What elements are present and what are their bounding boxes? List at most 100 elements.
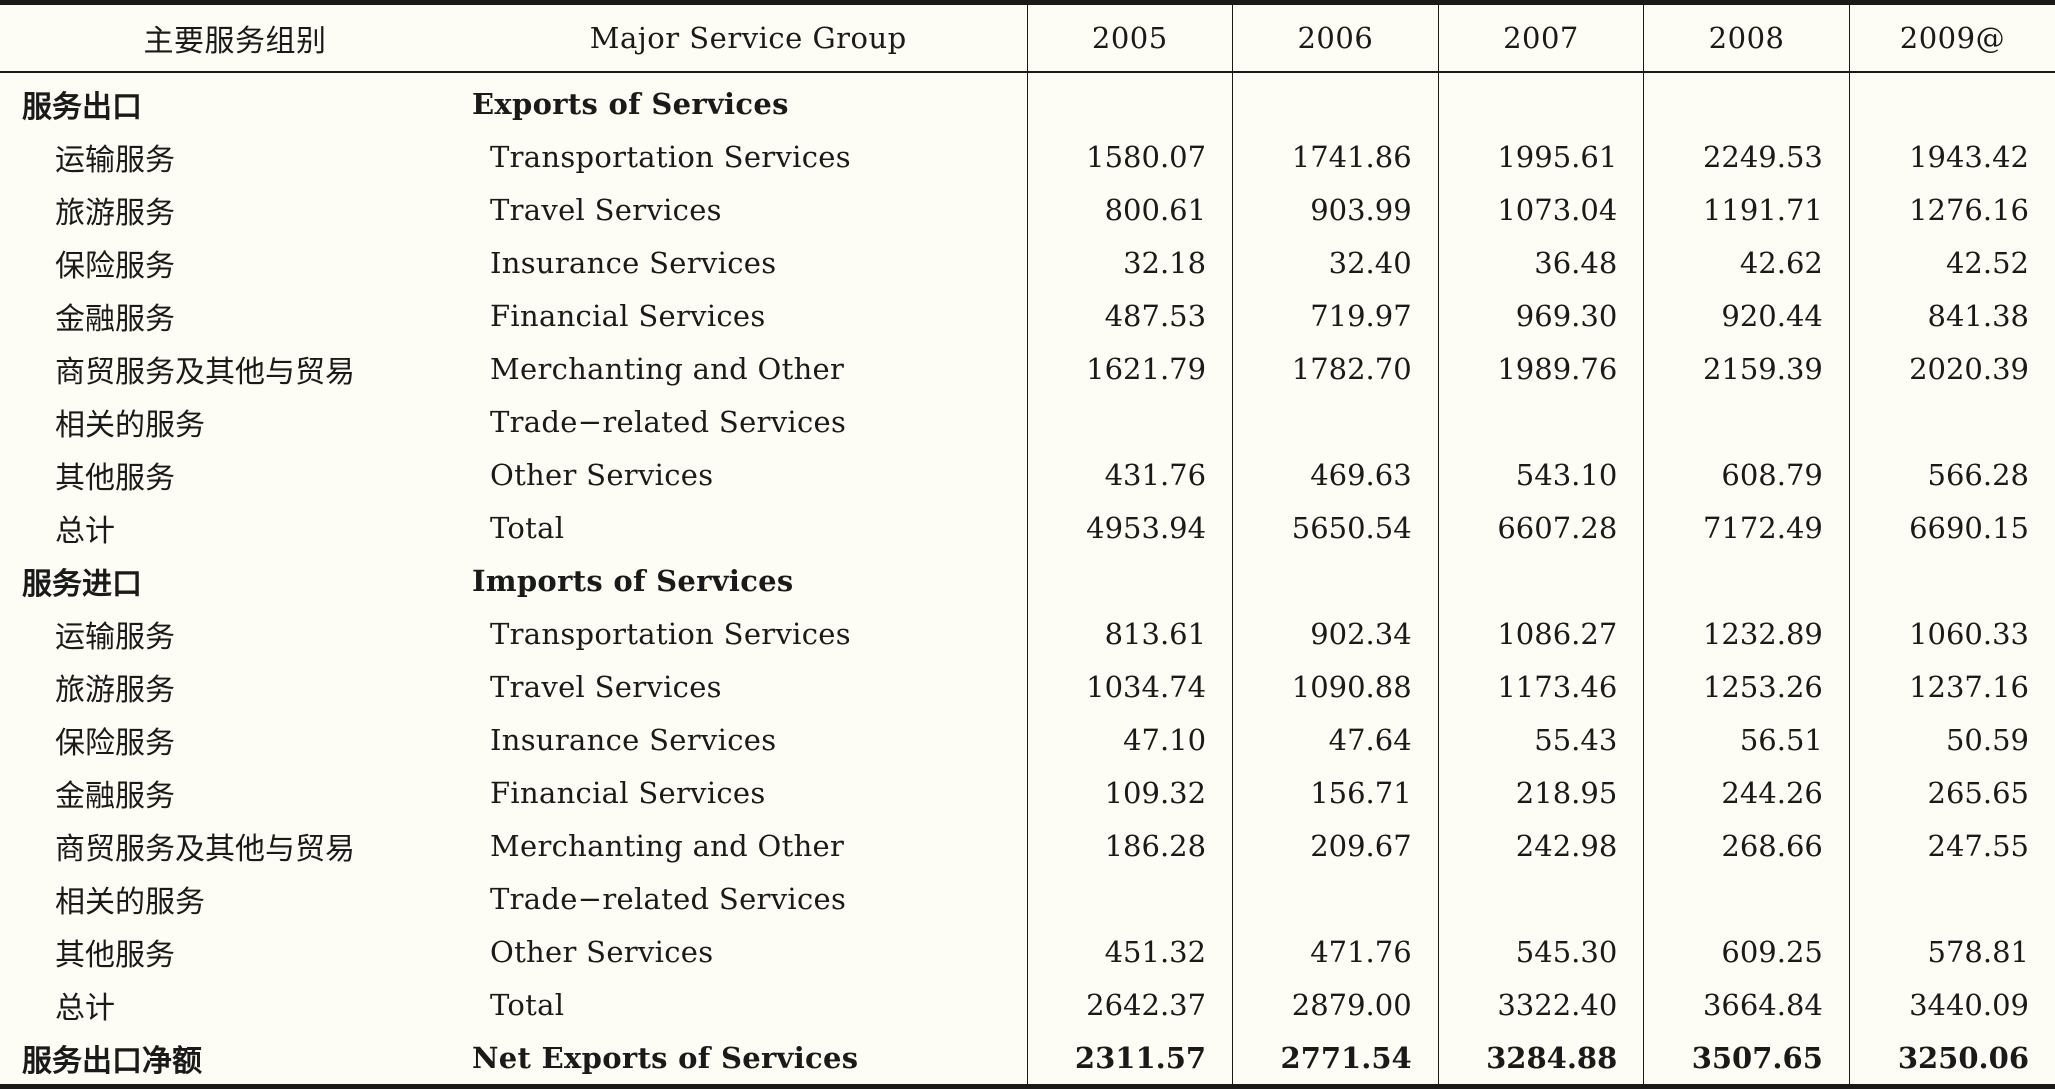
value-cell-2007 (1437, 554, 1644, 607)
row-chinese-label: 金融服务 (55, 778, 175, 814)
value-cell-2009: 247.55 (1848, 819, 2055, 872)
header-year-2006: 2006 (1232, 2, 1439, 73)
value-cell-2005: 47.10 (1026, 713, 1233, 766)
row-english-label: Insurance Services (490, 245, 777, 280)
row-english-label: Net Exports of Services (472, 1040, 859, 1075)
row-english-label: Imports of Services (472, 563, 794, 598)
value-cell-2009: 42.52 (1848, 236, 2055, 289)
value-cell-2007: 1995.61 (1437, 130, 1644, 183)
value-cell-2005: 4953.94 (1026, 501, 1233, 554)
table-row: 商贸服务及其他与贸易 Merchanting and Other 186.28 209… (0, 819, 2055, 872)
value-cell-2008: 42.62 (1643, 236, 1850, 289)
value-cell-2007: 242.98 (1437, 819, 1644, 872)
value-cell-2008 (1643, 872, 1850, 925)
value-cell-2005: 813.61 (1026, 607, 1233, 660)
row-english-label: Transportation Services (490, 139, 851, 174)
value-cell-2006 (1232, 72, 1439, 130)
table-row: 运输服务 Transportation Services 813.61 902.34 1… (0, 607, 2055, 660)
value-cell-2009 (1848, 72, 2055, 130)
value-cell-2009: 6690.15 (1848, 501, 2055, 554)
table-row: 金融服务 Financial Services 487.53 719.97 969.30… (0, 289, 2055, 342)
value-cell-2008: 56.51 (1643, 713, 1850, 766)
value-cell-2006 (1232, 872, 1439, 925)
header-chinese-label: 主要服务组别 (0, 2, 470, 73)
value-cell-2007: 1073.04 (1437, 183, 1644, 236)
value-cell-2005: 109.32 (1026, 766, 1233, 819)
row-chinese-label: 旅游服务 (55, 195, 175, 231)
table-row: 旅游服务 Travel Services 800.61 903.99 1073.04 11… (0, 183, 2055, 236)
row-english-label: Trade−related Services (490, 881, 847, 916)
row-english-label: Total (490, 510, 565, 545)
value-cell-2008 (1643, 395, 1850, 448)
value-cell-2009 (1848, 554, 2055, 607)
row-chinese-label: 运输服务 (55, 142, 175, 178)
value-cell-2006: 47.64 (1232, 713, 1439, 766)
value-cell-2006: 1090.88 (1232, 660, 1439, 713)
row-english-label: Exports of Services (472, 86, 789, 121)
value-cell-2009: 1060.33 (1848, 607, 2055, 660)
value-cell-2009 (1848, 395, 2055, 448)
value-cell-2008: 2249.53 (1643, 130, 1850, 183)
value-cell-2005 (1026, 72, 1233, 130)
row-chinese-label: 商贸服务及其他与贸易 (55, 831, 355, 867)
table-row: 保险服务 Insurance Services 47.10 47.64 55.43 56.… (0, 713, 2055, 766)
value-cell-2009: 1237.16 (1848, 660, 2055, 713)
header-year-2008: 2008 (1643, 2, 1850, 73)
value-cell-2007: 969.30 (1437, 289, 1644, 342)
table-row: 商贸服务及其他与贸易 Merchanting and Other 1621.79 17… (0, 342, 2055, 395)
row-english-label: Other Services (490, 457, 714, 492)
table-header: 主要服务组别 Major Service Group 2005 2006 200… (0, 2, 2055, 73)
value-cell-2005: 1621.79 (1026, 342, 1233, 395)
row-chinese-label: 相关的服务 (55, 884, 205, 920)
section-row: 服务出口 Exports of Services (0, 72, 2055, 130)
value-cell-2007: 3322.40 (1437, 978, 1644, 1031)
header-year-2007: 2007 (1437, 2, 1644, 73)
value-cell-2007: 543.10 (1437, 448, 1644, 501)
row-english-label: Total (490, 987, 565, 1022)
table-row: 总计 Total 2642.37 2879.00 3322.40 3664.84 3440.… (0, 978, 2055, 1031)
value-cell-2006 (1232, 395, 1439, 448)
value-cell-2008: 1191.71 (1643, 183, 1850, 236)
table-row: 相关的服务 Trade−related Services (0, 872, 2055, 925)
value-cell-2007: 55.43 (1437, 713, 1644, 766)
row-english-label: Merchanting and Other (490, 828, 845, 863)
net-exports-row: 服务出口净额 Net Exports of Services 2311.57 2771… (0, 1031, 2055, 1087)
row-english-label: Travel Services (490, 669, 722, 704)
value-cell-2009: 1276.16 (1848, 183, 2055, 236)
value-cell-2006: 156.71 (1232, 766, 1439, 819)
value-cell-2005: 2311.57 (1026, 1031, 1233, 1087)
value-cell-2006: 719.97 (1232, 289, 1439, 342)
value-cell-2008: 608.79 (1643, 448, 1850, 501)
value-cell-2006: 209.67 (1232, 819, 1439, 872)
row-english-label: Merchanting and Other (490, 351, 845, 386)
header-year-2005: 2005 (1026, 2, 1233, 73)
value-cell-2007: 218.95 (1437, 766, 1644, 819)
value-cell-2009: 3440.09 (1848, 978, 2055, 1031)
value-cell-2006: 1741.86 (1232, 130, 1439, 183)
value-cell-2006: 2771.54 (1232, 1031, 1439, 1087)
header-year-2009: 2009@ (1848, 2, 2055, 73)
row-chinese-label: 总计 (55, 513, 115, 549)
value-cell-2008 (1643, 554, 1850, 607)
row-english-label: Transportation Services (490, 616, 851, 651)
value-cell-2007: 1086.27 (1437, 607, 1644, 660)
value-cell-2009: 3250.06 (1848, 1031, 2055, 1087)
row-chinese-label: 服务进口 (22, 566, 142, 602)
value-cell-2007 (1437, 395, 1644, 448)
row-chinese-label: 金融服务 (55, 301, 175, 337)
value-cell-2008: 920.44 (1643, 289, 1850, 342)
value-cell-2008: 609.25 (1643, 925, 1850, 978)
section-row: 服务进口 Imports of Services (0, 554, 2055, 607)
row-chinese-label: 相关的服务 (55, 407, 205, 443)
value-cell-2006: 469.63 (1232, 448, 1439, 501)
table-row: 其他服务 Other Services 431.76 469.63 543.10 608.… (0, 448, 2055, 501)
value-cell-2007 (1437, 72, 1644, 130)
value-cell-2005: 451.32 (1026, 925, 1233, 978)
table-row: 旅游服务 Travel Services 1034.74 1090.88 1173.46… (0, 660, 2055, 713)
value-cell-2009: 841.38 (1848, 289, 2055, 342)
value-cell-2005: 487.53 (1026, 289, 1233, 342)
value-cell-2005: 1034.74 (1026, 660, 1233, 713)
table-body: 服务出口 Exports of Services 运输服务 Transportatio… (0, 72, 2055, 1087)
value-cell-2006: 32.40 (1232, 236, 1439, 289)
